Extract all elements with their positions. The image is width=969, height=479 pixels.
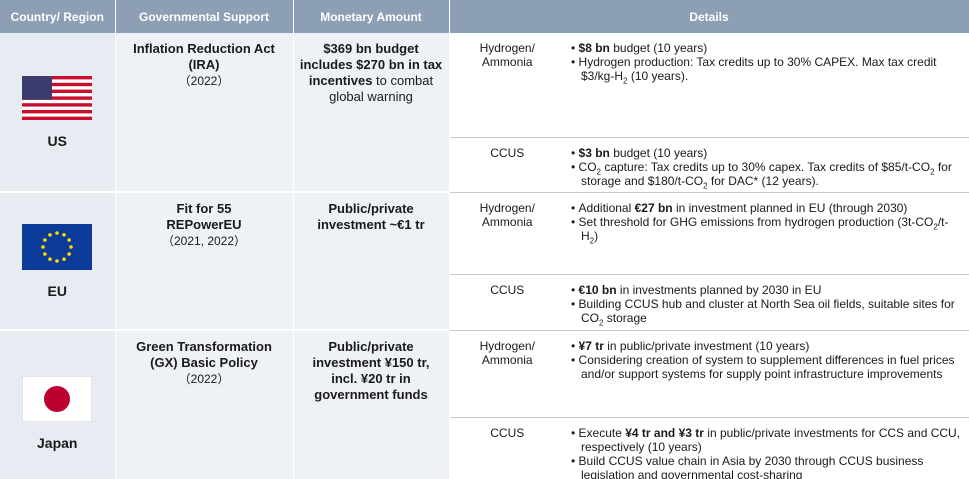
text-segment: for DAC* (12 years). — [707, 173, 819, 188]
text-segment: in public/private investment (10 years) — [603, 338, 810, 353]
sector-cell: CCUS — [449, 417, 565, 479]
text-segment: for storage and $180/t-CO — [581, 159, 952, 188]
text-segment: in investment planned in EU (through 203… — [672, 200, 908, 215]
text-segment: Building CCUS hub and cluster at North S… — [578, 296, 955, 325]
bullet: Considering creation of system to supple… — [571, 353, 963, 381]
text-segment: 2 — [930, 166, 935, 176]
bullet: Hydrogen production: Tax credits up to 3… — [571, 55, 963, 86]
support-name: Green Transformation (GX) Basic Policy — [136, 339, 272, 370]
text-segment: /t-H — [581, 214, 949, 243]
bullet: ¥7 tr in public/private investment (10 y… — [571, 339, 963, 353]
bullet: $8 bn budget (10 years) — [571, 41, 963, 55]
support-cell: Green Transformation (GX) Basic Policy （2… — [115, 330, 294, 479]
table-row: Japan Green Transformation (GX) Basic Pol… — [0, 330, 969, 479]
support-year: （2022） — [178, 74, 230, 88]
header-cell: Monetary Amount — [293, 0, 450, 33]
text-segment: CO — [578, 159, 597, 174]
support-name: Fit for 55 — [176, 201, 232, 216]
details-cell: €10 bn in investments planned by 2030 in… — [565, 274, 969, 331]
us-flag — [22, 76, 93, 120]
header-row: Country/ Region Governmental Support Mon… — [0, 0, 969, 33]
bullet: Build CCUS value chain in Asia by 2030 t… — [571, 454, 963, 479]
text-segment: Set threshold for GHG emissions from hyd… — [578, 214, 934, 229]
table-row: US Inflation Reduction Act (IRA) （2022） $36… — [0, 33, 969, 193]
text-segment: Build CCUS value chain in Asia by 2030 t… — [578, 453, 924, 479]
table-row: EU Fit for 55 REPowerEU （2021, 2022） Public/… — [0, 192, 969, 331]
text-segment: Public/private investment ~€1 tr — [317, 201, 425, 232]
text-segment: in public/private investments for CCS an… — [581, 425, 961, 454]
bullet: Set threshold for GHG emissions from hyd… — [571, 214, 963, 245]
monetary-cell: Public/private investment ¥150 tr, incl.… — [293, 330, 450, 479]
details-cell: Additional €27 bn in investment planned … — [565, 192, 969, 275]
country-name: EU — [47, 283, 67, 299]
bullet: $3 bn budget (10 years) — [571, 146, 963, 160]
sector-cell: Hydrogen/ Ammonia — [449, 33, 565, 138]
text-segment: Additional — [578, 200, 635, 215]
support-name: Inflation Reduction Act (IRA) — [133, 41, 275, 72]
country-name: Japan — [37, 435, 78, 451]
text-segment: ¥4 tr and ¥3 tr — [625, 425, 704, 440]
header-cell: Governmental Support — [115, 0, 294, 33]
text-segment: 2 — [599, 317, 604, 327]
text-segment: 2 — [623, 76, 628, 86]
text-segment: in investments planned by 2030 in EU — [616, 282, 822, 297]
text-segment: 2 — [589, 235, 595, 245]
text-segment: Hydrogen production: Tax credits up to 3… — [578, 55, 937, 83]
sector-cell: CCUS — [449, 274, 565, 331]
monetary-cell: Public/private investment ~€1 tr — [293, 192, 450, 331]
country-cell: Japan — [0, 330, 116, 479]
table-row: CCUS €10 bn in investments planned by 203… — [0, 274, 969, 331]
details-cell: $3 bn budget (10 years)CO2 capture: Tax … — [565, 137, 969, 193]
text-segment: budget (10 years) — [609, 41, 708, 55]
bullet: Building CCUS hub and cluster at North S… — [571, 296, 963, 327]
bullet: Execute ¥4 tr and ¥3 tr in public/privat… — [571, 426, 963, 454]
monetary-cell: $369 bn budget includes $270 bn in tax i… — [293, 33, 450, 193]
eu-flag — [22, 224, 93, 270]
bullet: Additional €27 bn in investment planned … — [571, 201, 963, 215]
text-segment: $369 bn budget includes $270 bn in tax i… — [299, 41, 443, 88]
table-row: CCUS$3 bn budget (10 years)CO2 capture: … — [0, 137, 969, 193]
text-segment: $3 bn — [578, 145, 610, 160]
text-segment: Considering creation of system to supple… — [578, 352, 955, 381]
text-segment: €27 bn — [634, 200, 673, 215]
text-segment: 2 — [703, 180, 708, 190]
header-cell: Details — [449, 0, 969, 33]
text-segment: (10 years). — [627, 69, 689, 83]
support-cell: Fit for 55 REPowerEU （2021, 2022） — [115, 192, 294, 331]
text-segment: storage — [603, 310, 647, 325]
text-segment: Execute — [578, 425, 626, 440]
bullet: CO2 capture: Tax credits up to 30% capex… — [571, 159, 963, 190]
support-name: REPowerEU — [166, 217, 242, 232]
details-cell: ¥7 tr in public/private investment (10 y… — [565, 330, 969, 418]
text-segment: 2 — [933, 221, 938, 231]
text-segment: to combat global warning — [329, 73, 434, 104]
table-row: CCUSExecute ¥4 tr and ¥3 tr in public/pr… — [0, 417, 969, 479]
text-segment: Public/private investment ¥150 tr, incl.… — [312, 339, 430, 402]
text-segment: ¥7 tr — [578, 338, 604, 353]
support-year: （2021, 2022） — [161, 234, 247, 248]
text-segment: capture: Tax credits up to 30% capex. Ta… — [601, 159, 931, 174]
text-segment: ) — [594, 228, 599, 243]
country-cell: EU — [0, 192, 116, 331]
sector-cell: Hydrogen/ Ammonia — [449, 192, 565, 275]
country-name: US — [47, 133, 67, 149]
sector-cell: Hydrogen/ Ammonia — [449, 330, 565, 418]
details-cell: $8 bn budget (10 years)Hydrogen producti… — [565, 33, 969, 138]
text-segment: budget (10 years) — [609, 145, 708, 160]
bullet: €10 bn in investments planned by 2030 in… — [571, 283, 963, 297]
support-year: （2022） — [178, 372, 230, 386]
details-cell: Execute ¥4 tr and ¥3 tr in public/privat… — [565, 417, 969, 479]
japan-flag — [22, 376, 93, 422]
text-segment: €10 bn — [578, 282, 617, 297]
country-cell: US — [0, 33, 116, 193]
text-segment: 2 — [596, 166, 601, 176]
sector-cell: CCUS — [449, 137, 565, 193]
header-cell: Country/ Region — [0, 0, 116, 33]
support-cell: Inflation Reduction Act (IRA) （2022） — [115, 33, 294, 193]
text-segment: $8 bn — [578, 41, 610, 55]
